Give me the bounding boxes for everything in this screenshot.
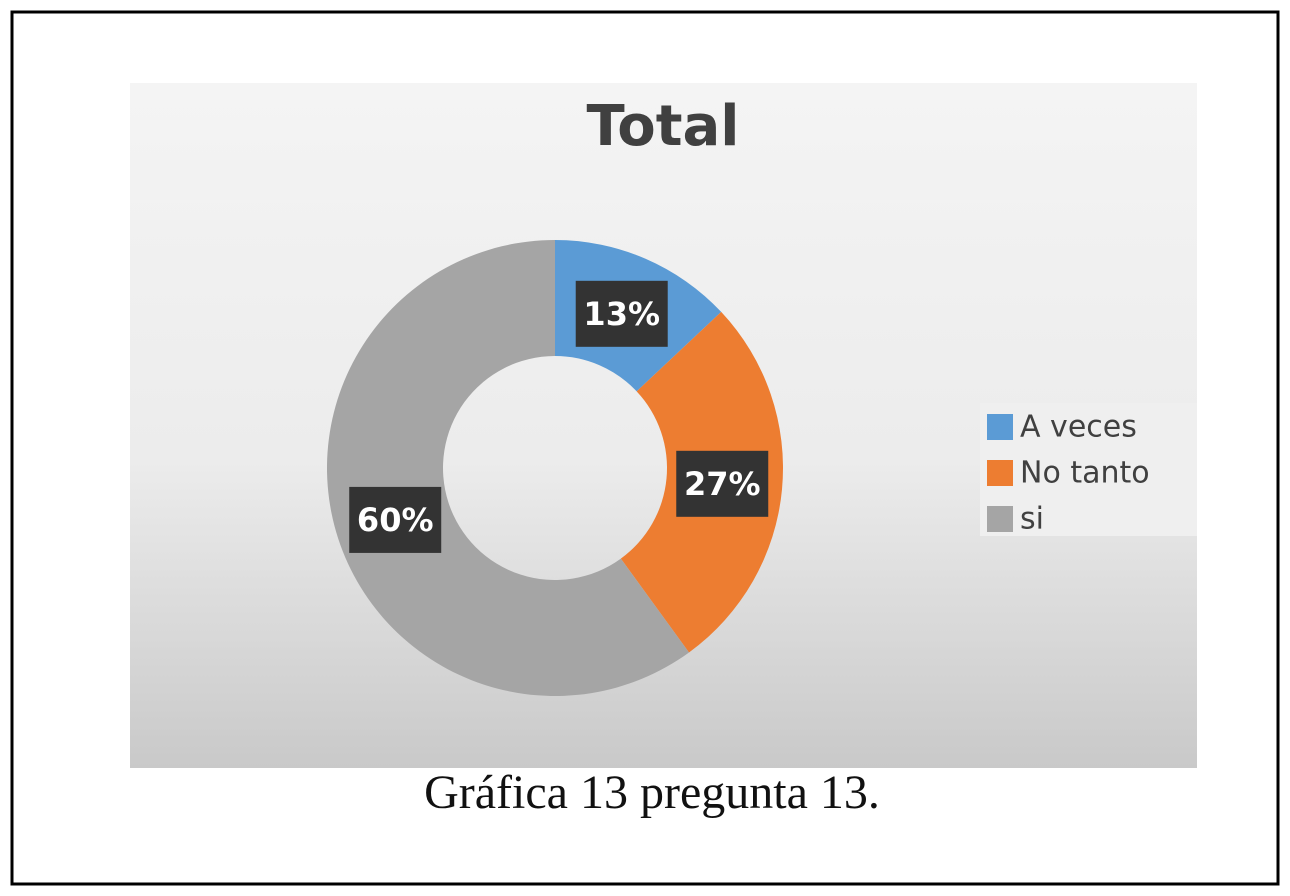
data-label: 60%: [357, 501, 434, 539]
legend-swatch: [987, 506, 1013, 532]
legend-swatch: [987, 414, 1013, 440]
legend-swatch: [987, 460, 1013, 486]
data-label-box: [349, 486, 442, 553]
legend-box: [980, 403, 1197, 536]
data-label-box: [575, 280, 668, 347]
legend-label: No tanto: [1020, 456, 1150, 491]
data-label: 27%: [684, 465, 761, 503]
chart-title: Total: [587, 94, 740, 159]
legend-label: A veces: [1020, 410, 1137, 445]
data-label: 13%: [583, 295, 660, 333]
caption: Gráfica 13 pregunta 13.: [424, 766, 880, 819]
donut-slice: [326, 240, 690, 696]
legend-label: si: [1020, 502, 1044, 537]
data-label-box: [676, 450, 769, 517]
